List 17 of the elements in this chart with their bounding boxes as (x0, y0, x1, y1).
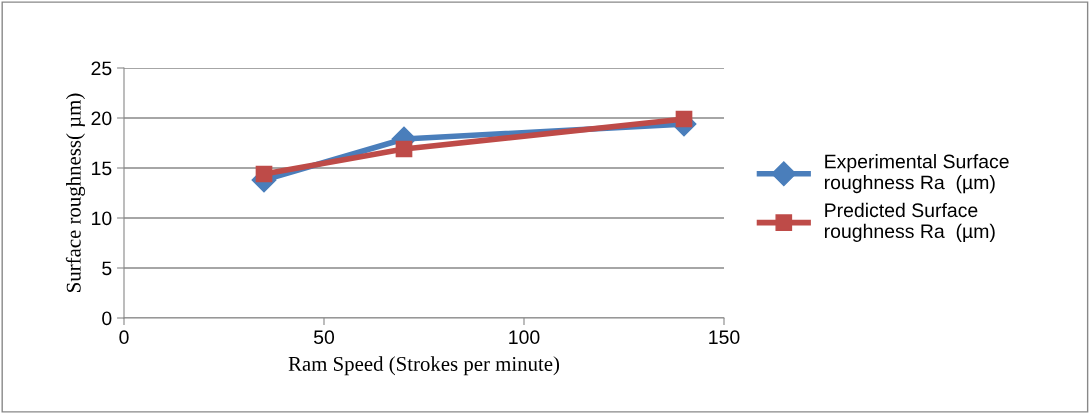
point (395, 140, 413, 158)
y-tick-label: 20 (91, 111, 112, 126)
y-tick-label: 10 (92, 211, 112, 226)
x-tick-label: 150 (709, 330, 740, 345)
y-tick-label: 0 (102, 311, 112, 326)
point (255, 165, 273, 183)
legend-label: Predicted Surface roughness Ra (µm) (824, 202, 995, 242)
y-tick-label: 15 (92, 161, 112, 176)
y-tick-label: 25 (91, 61, 112, 76)
x-tick-label: 0 (119, 330, 129, 345)
x-tick-label: 100 (509, 330, 540, 345)
legend-label: Experimental Surface roughness Ra (µm) (824, 154, 1009, 194)
point (675, 110, 693, 128)
x-axis-title: Ram Speed (Strokes per minute) (288, 356, 560, 376)
y-axis-title: Surface roughness( µm) (65, 93, 86, 292)
y-tick-label: 5 (102, 261, 112, 276)
x-tick-label: 50 (313, 330, 335, 345)
